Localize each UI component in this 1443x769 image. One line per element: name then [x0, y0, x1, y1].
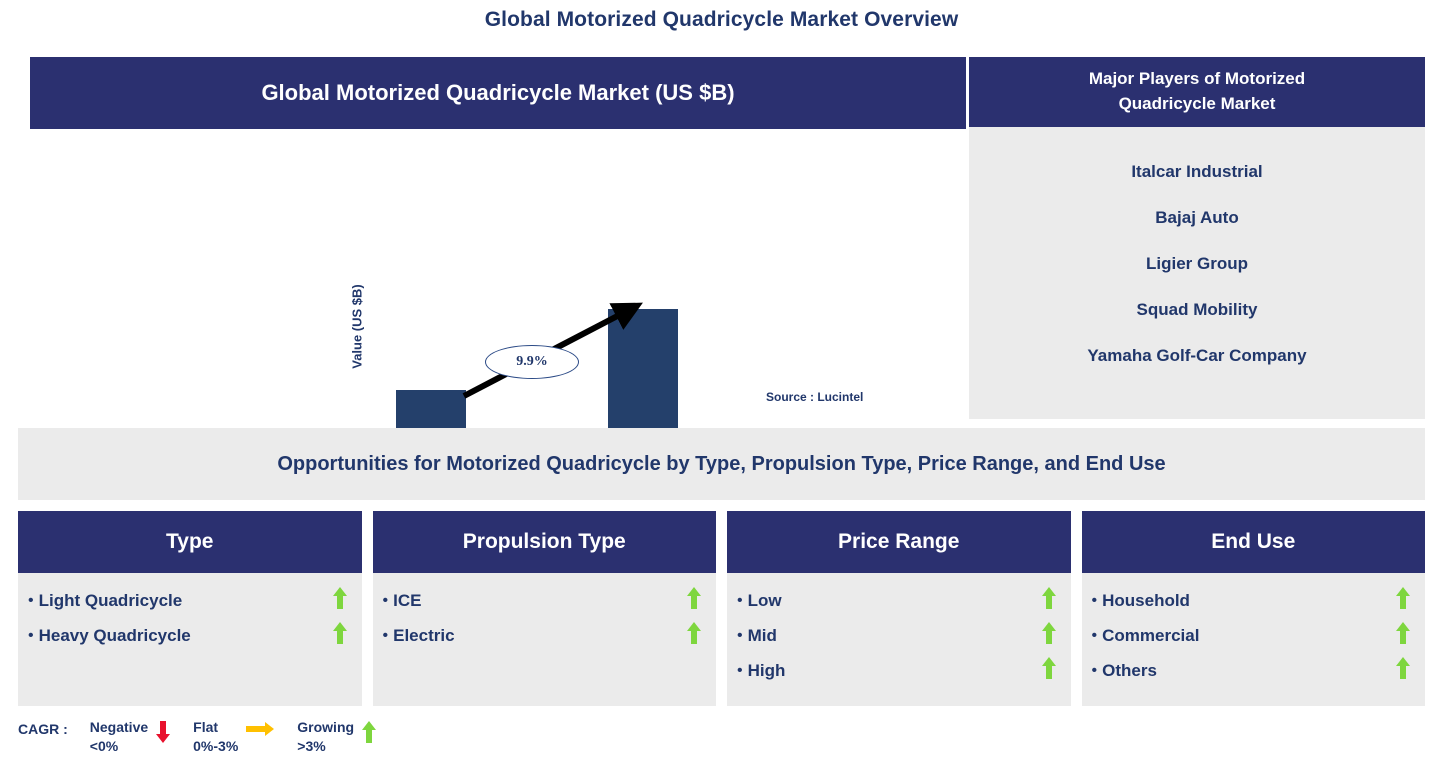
category-item-label: Household: [1102, 590, 1190, 610]
market-chart-panel: Global Motorized Quadricycle Market (US …: [30, 57, 966, 485]
bullet-icon: •: [737, 591, 743, 609]
cagr-legend-entry-label: Flat: [193, 719, 219, 735]
major-players-panel: Major Players of Motorized Quadricycle M…: [969, 57, 1425, 419]
player-item: Ligier Group: [1146, 254, 1248, 273]
chart-panel-header: Global Motorized Quadricycle Market (US …: [30, 57, 966, 129]
category-item-label: High: [747, 660, 786, 680]
opportunities-title: Opportunities for Motorized Quadricycle …: [277, 452, 1166, 475]
bullet-icon: •: [382, 626, 389, 644]
cagr-legend: CAGR : Negative <0% Flat 0%-3% Growing >3%: [18, 718, 377, 756]
bullet-icon: •: [1091, 626, 1098, 644]
category-item-label: ICE: [393, 590, 422, 610]
players-header-line2: Quadricycle Market: [1118, 94, 1276, 113]
player-item: Yamaha Golf-Car Company: [1087, 346, 1307, 365]
category-item[interactable]: • Electric: [383, 618, 703, 653]
cagr-legend-entry: Growing >3%: [297, 718, 377, 756]
arrow-up-green-icon: [361, 720, 377, 747]
bar-chart: Value (US $B) 2025 2031 9.9%: [30, 129, 966, 485]
page-title: Global Motorized Quadricycle Market Over…: [484, 8, 959, 31]
category-item[interactable]: • Others: [1092, 653, 1412, 688]
player-item: Italcar Industrial: [1131, 162, 1263, 181]
arrow-up-green-icon: [1041, 586, 1057, 615]
category-item[interactable]: • Household: [1092, 583, 1412, 618]
category-header: Price Range: [727, 511, 1071, 573]
category-item[interactable]: • Low: [737, 583, 1057, 618]
arrow-up-green-icon: [332, 586, 348, 615]
arrow-down-red-icon: [155, 720, 171, 747]
arrow-up-green-icon: [686, 586, 702, 615]
category-item-label: Mid: [747, 625, 777, 645]
cagr-legend-entry-range: 0%-3%: [193, 737, 239, 754]
category-column: Type • Light Quadricycle • Heavy Quadricycle: [18, 511, 362, 706]
cagr-legend-entry-label: Negative: [89, 719, 149, 735]
category-header: End Use: [1081, 511, 1425, 573]
category-header: Propulsion Type: [372, 511, 716, 573]
category-item[interactable]: • Heavy Quadricycle: [28, 618, 348, 653]
category-items: • Low • Mid • High: [727, 573, 1071, 706]
bullet-icon: •: [737, 626, 743, 644]
cagr-legend-entry-label: Growing: [297, 719, 355, 735]
chart-source-label: Source : Lucintel: [766, 390, 864, 404]
category-item[interactable]: • High: [737, 653, 1057, 688]
category-column: End Use • Household • Commercial • Others: [1081, 511, 1426, 706]
players-panel-header: Major Players of Motorized Quadricycle M…: [969, 57, 1425, 127]
opportunity-categories: Type • Light Quadricycle • Heavy Quadricycle…: [18, 511, 1425, 706]
category-items: • Light Quadricycle • Heavy Quadricycle: [18, 573, 362, 706]
players-header-line1: Major Players of Motorized: [1088, 69, 1306, 89]
category-items: • Household • Commercial • Others: [1082, 573, 1426, 706]
category-item[interactable]: • ICE: [383, 583, 703, 618]
bullet-icon: •: [28, 626, 34, 644]
category-item-label: Commercial: [1102, 625, 1200, 645]
cagr-legend-entry-range: <0%: [89, 737, 119, 754]
category-item[interactable]: • Mid: [737, 618, 1057, 653]
category-item[interactable]: • Light Quadricycle: [28, 583, 348, 618]
cagr-legend-entries: Negative <0% Flat 0%-3% Growing >3%: [68, 718, 377, 756]
bullet-icon: •: [382, 591, 389, 609]
player-item: Bajaj Auto: [1155, 208, 1239, 227]
arrow-up-green-icon: [1041, 621, 1057, 650]
bullet-icon: •: [1091, 661, 1098, 679]
category-item-label: Low: [747, 590, 782, 610]
category-item-label: Heavy Quadricycle: [38, 625, 191, 645]
cagr-value-callout: 9.9%: [485, 345, 579, 379]
category-item-label: Others: [1102, 660, 1157, 680]
opportunities-band: Opportunities for Motorized Quadricycle …: [18, 428, 1425, 500]
arrow-up-green-icon: [686, 621, 702, 650]
player-item: Squad Mobility: [1136, 300, 1258, 319]
bullet-icon: •: [1091, 591, 1098, 609]
bullet-icon: •: [28, 591, 34, 609]
arrow-up-green-icon: [1041, 656, 1057, 685]
arrow-up-green-icon: [332, 621, 348, 650]
cagr-legend-title: CAGR :: [18, 721, 68, 737]
category-header: Type: [18, 511, 362, 573]
category-column: Price Range • Low • Mid • High: [727, 511, 1071, 706]
players-list: Italcar Industrial Bajaj Auto Ligier Group…: [969, 127, 1425, 379]
cagr-growth-arrow-icon: [462, 302, 643, 399]
bullet-icon: •: [737, 661, 743, 679]
cagr-legend-entry-range: >3%: [297, 737, 326, 754]
category-item-label: Light Quadricycle: [38, 590, 183, 610]
cagr-legend-entry: Flat 0%-3%: [193, 718, 275, 756]
arrow-up-green-icon: [1395, 586, 1411, 615]
category-items: • ICE • Electric: [373, 573, 717, 706]
arrow-up-green-icon: [1395, 656, 1411, 685]
category-item-label: Electric: [393, 625, 455, 645]
category-item[interactable]: • Commercial: [1092, 618, 1412, 653]
arrow-right-yellow-icon: [245, 720, 275, 741]
arrow-up-green-icon: [1395, 621, 1411, 650]
cagr-legend-entry: Negative <0%: [90, 718, 171, 756]
category-column: Propulsion Type • ICE • Electric: [372, 511, 717, 706]
